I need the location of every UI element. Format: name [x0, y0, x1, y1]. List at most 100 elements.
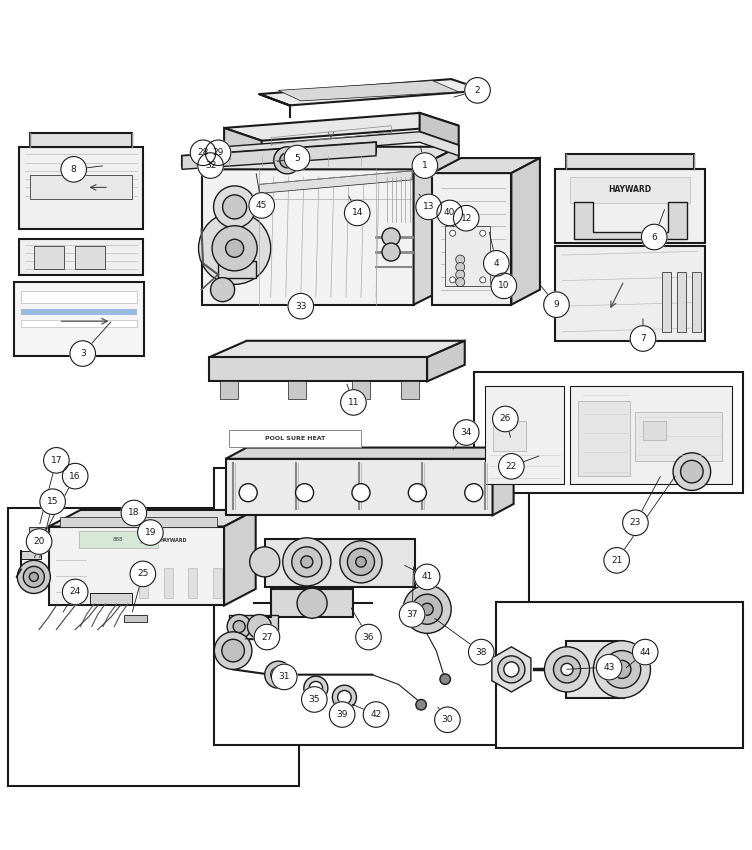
Circle shape [292, 547, 322, 577]
Text: 8: 8 [71, 165, 77, 173]
Circle shape [480, 277, 486, 283]
Text: 27: 27 [261, 632, 273, 642]
Circle shape [593, 641, 650, 698]
Circle shape [456, 270, 465, 279]
Polygon shape [259, 171, 412, 194]
Circle shape [499, 454, 524, 479]
Bar [75, 246, 105, 269]
Circle shape [412, 594, 442, 624]
Bar [21, 320, 137, 327]
Polygon shape [209, 341, 465, 357]
Bar [643, 422, 666, 440]
Polygon shape [124, 615, 147, 622]
Text: 45: 45 [256, 201, 268, 210]
Polygon shape [60, 518, 217, 526]
Text: 31: 31 [278, 672, 290, 682]
Circle shape [254, 624, 280, 650]
Bar [34, 246, 64, 269]
Text: 12: 12 [460, 213, 472, 223]
Text: 18: 18 [128, 508, 140, 518]
Bar [79, 531, 158, 547]
Circle shape [414, 564, 440, 590]
Circle shape [553, 656, 581, 683]
Circle shape [190, 140, 216, 166]
Bar [570, 386, 732, 484]
Text: 35: 35 [308, 695, 320, 704]
Polygon shape [202, 147, 459, 169]
Text: 19: 19 [144, 528, 156, 537]
Circle shape [62, 463, 88, 489]
Circle shape [408, 484, 426, 502]
Circle shape [491, 273, 517, 298]
Bar [29, 527, 45, 536]
Circle shape [61, 156, 86, 182]
Circle shape [301, 556, 313, 568]
Circle shape [121, 500, 147, 526]
Circle shape [641, 224, 667, 250]
Bar [692, 272, 701, 332]
Text: 33: 33 [295, 302, 307, 311]
Circle shape [205, 140, 231, 166]
Circle shape [399, 602, 425, 627]
Circle shape [304, 676, 328, 700]
Bar [485, 386, 564, 484]
Circle shape [23, 566, 44, 587]
Bar [8, 507, 299, 786]
Text: 34: 34 [460, 428, 472, 437]
Bar [677, 272, 686, 332]
Polygon shape [555, 169, 705, 243]
Text: 20: 20 [33, 537, 45, 546]
Text: 29: 29 [212, 148, 224, 157]
Circle shape [274, 147, 301, 174]
Text: 11: 11 [347, 398, 359, 407]
Circle shape [340, 541, 382, 583]
Polygon shape [420, 113, 459, 145]
Bar [578, 401, 630, 476]
Circle shape [465, 484, 483, 502]
Circle shape [227, 615, 251, 638]
Circle shape [199, 212, 271, 285]
Circle shape [356, 624, 381, 650]
Bar [635, 412, 722, 461]
Polygon shape [288, 382, 306, 399]
Circle shape [222, 639, 244, 662]
Text: 42: 42 [371, 710, 381, 719]
Circle shape [309, 682, 323, 695]
Circle shape [465, 77, 490, 103]
Circle shape [673, 453, 711, 490]
Bar [493, 422, 526, 451]
Circle shape [29, 529, 50, 550]
Polygon shape [182, 142, 376, 169]
Circle shape [233, 620, 245, 632]
Circle shape [329, 702, 355, 728]
Circle shape [249, 193, 274, 218]
Text: 26: 26 [499, 415, 511, 423]
Text: 16: 16 [69, 472, 81, 480]
Circle shape [138, 519, 163, 546]
Text: 6: 6 [651, 233, 657, 241]
Circle shape [347, 548, 374, 575]
Polygon shape [49, 526, 224, 605]
Polygon shape [224, 113, 459, 141]
Polygon shape [202, 169, 414, 304]
Polygon shape [427, 341, 465, 382]
Polygon shape [352, 382, 370, 399]
Circle shape [284, 145, 310, 171]
Circle shape [338, 690, 351, 704]
Circle shape [29, 572, 38, 581]
Text: HAYWARD: HAYWARD [608, 185, 652, 194]
Circle shape [17, 560, 50, 593]
Text: HAYWARD: HAYWARD [159, 537, 186, 542]
Circle shape [435, 707, 460, 733]
Text: 44: 44 [640, 648, 650, 656]
Circle shape [296, 484, 314, 502]
Text: 38: 38 [475, 648, 487, 656]
Text: 9: 9 [553, 300, 559, 309]
Text: 23: 23 [629, 518, 641, 527]
Bar [21, 309, 137, 315]
Polygon shape [218, 261, 256, 278]
Polygon shape [209, 357, 427, 382]
Circle shape [212, 226, 257, 271]
Text: 4: 4 [493, 258, 499, 268]
Circle shape [40, 489, 65, 514]
